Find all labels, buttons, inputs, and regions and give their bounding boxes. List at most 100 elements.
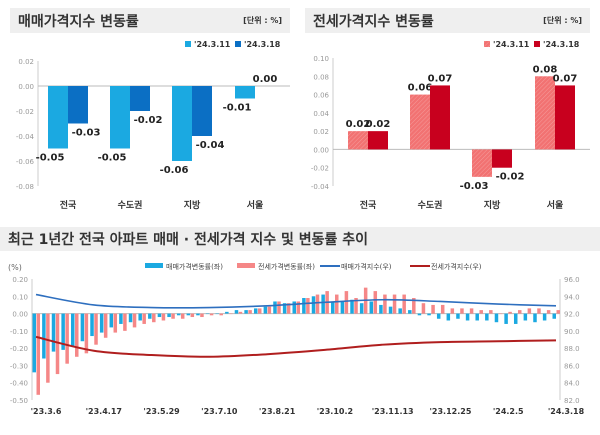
jeonse-rate-bar [527,308,532,314]
jeonse-rate-bar [498,313,503,315]
x-tick-label: '23.8.21 [259,407,296,416]
sale-rate-bar [533,313,537,323]
jeonse-rate-bar [123,313,127,331]
sale-rate-bar [504,313,508,324]
x-tick-label: '23.4.17 [86,407,122,416]
bar-0 [472,149,492,177]
left-tick-label: 0.00 [12,311,28,319]
right-tick-label: 90.0 [564,328,580,336]
data-label: -0.03 [72,128,101,139]
sale-rate-bar [176,313,181,316]
x-tick-label: 지방 [184,199,201,211]
bar-1 [430,85,450,150]
bar-0 [48,86,68,149]
jeonse-rate-bar [315,294,320,314]
y-tick-label: 0.00 [313,146,329,154]
jeonse-rate-bar [238,311,243,314]
sale-rate-bar [119,313,123,324]
jeonse-rate-bar [75,313,79,357]
x-tick-label: 서울 [247,199,264,211]
data-label: -0.02 [134,115,163,126]
data-label: -0.05 [36,153,65,164]
bar-1 [368,131,388,150]
sale-rate-bar [186,313,191,316]
bar-0 [348,131,368,150]
data-label: 0.02 [346,119,371,130]
bar-0 [535,76,555,150]
left-tick-label: 0.20 [12,276,28,284]
y-tick-label: 0.04 [313,110,329,118]
sale-rate-bar [61,313,65,350]
jeonse-rate-bar [286,303,291,314]
data-label: -0.03 [460,181,489,192]
x-tick-label: '24.2.5 [493,407,524,416]
sale-rate-bar [446,313,451,321]
sale-rate-bar [359,303,364,314]
bar-1 [68,86,88,124]
y-tick-label: 0.00 [18,83,34,91]
sale-rate-bar [542,313,547,321]
jeonse-rate-bar [229,313,233,315]
sale-rate-bar [302,298,306,314]
jeonse-rate-bar [113,313,118,333]
jeonse-rate-bar [546,310,551,314]
data-label: 0.07 [553,73,578,84]
left-tick-label: -0.50 [10,397,28,405]
y-tick-label: -0.08 [16,183,34,191]
y-tick-label: -0.04 [16,133,35,141]
right-tick-label: 86.0 [564,362,580,370]
jeonse-rate-bar [373,291,378,314]
jeonse-rate-bar [94,313,98,345]
sale-rate-bar [128,313,133,323]
jeonse-rate-bar [344,291,349,314]
legend-swatch [484,41,490,47]
jeonse-rate-bar [257,308,262,314]
sale-rate-bar [417,313,422,316]
right-tick-label: 82.0 [564,397,580,405]
y-tick-label: -0.02 [16,108,34,116]
sale-rate-bar [523,313,528,321]
x-tick-label: '23.3.6 [31,407,62,416]
jeonse-rate-bar [190,313,195,318]
sale-rate-bar [138,313,142,321]
data-label: -0.04 [196,140,225,151]
bar-0 [172,86,192,161]
x-tick-label: '23.12.25 [429,407,471,416]
bar-0 [235,86,255,99]
jeonse-rate-bar [180,313,185,319]
left-tick-label: 0.10 [12,293,28,301]
bar-0 [410,94,430,150]
bar-1 [492,149,512,168]
sale-rate-bar [369,301,374,314]
data-label: -0.01 [223,103,252,114]
sale-rate-bar [388,306,393,314]
jeonse-rate-bar [335,294,339,314]
jeonse-rate-bar [431,304,435,314]
x-tick-label: 수도권 [118,199,143,211]
legend-label: 전세가격변동률(좌) [258,262,315,271]
jeonse-rate-bar [36,313,40,395]
sale-rate-bar [80,313,85,342]
sale-rate-bar [225,311,229,314]
jeonse-rate-bar [46,313,50,383]
y-tick-label: -0.04 [311,183,330,191]
sale-rate-bar [51,313,56,352]
sale-rate-bar [340,301,345,314]
data-label: -0.05 [98,153,127,164]
sale-rate-bar [350,299,354,314]
sale-rate-bar [253,308,258,314]
legend-swatch [235,41,241,47]
x-tick-label: '23.10.2 [317,407,353,416]
jeonse-rate-bar [306,298,310,314]
x-tick-label: '23.5.29 [143,407,180,416]
trend-chart-header: 최근 1년간 전국 아파트 매매 · 전세가격 지수 및 변동률 추이 [0,227,600,251]
trend-chart-title: 최근 1년간 전국 아파트 매매 · 전세가격 지수 및 변동률 추이 [8,232,369,248]
sale-index-line [35,293,557,309]
data-label: 0.08 [533,64,558,75]
jeonse-rate-bar [556,310,560,314]
jeonse-rate-bar [209,313,214,316]
sale-rate-bar [427,313,431,316]
legend-swatch [185,41,191,47]
sale-chart-header: 매매가격지수 변동률 [단위 : %] [10,8,290,33]
